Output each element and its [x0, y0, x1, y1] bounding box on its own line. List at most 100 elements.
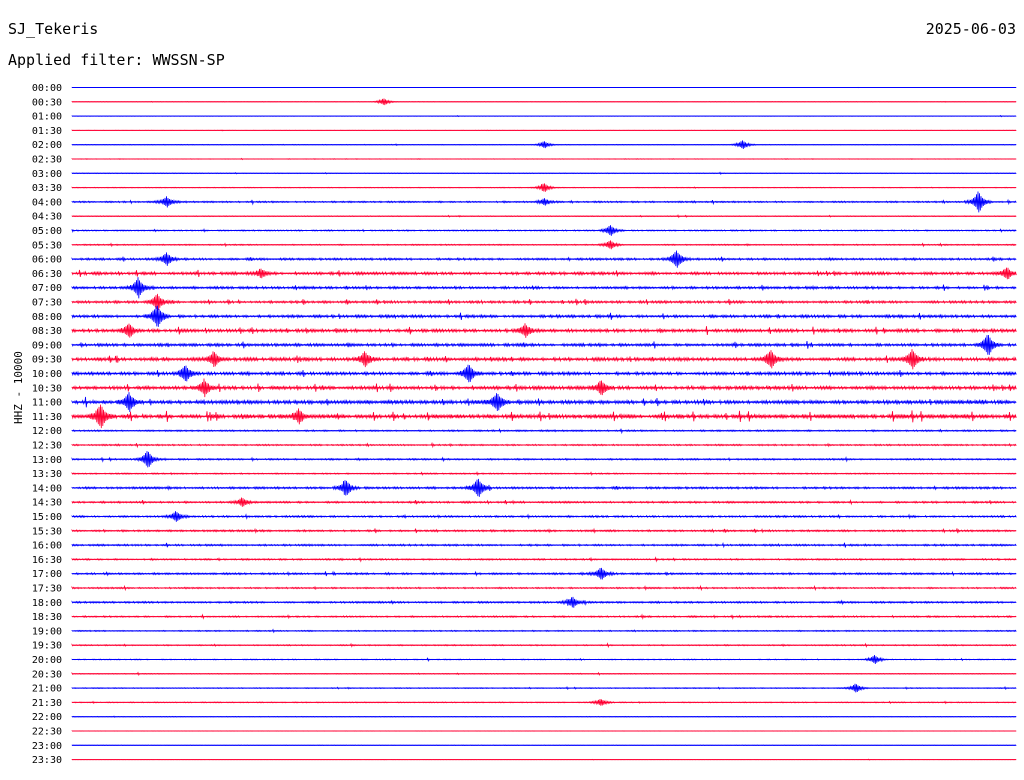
trace-row-2330: 23:30 [32, 755, 1017, 766]
row-time-label: 17:00 [32, 569, 62, 580]
row-time-label: 16:30 [32, 555, 62, 566]
trace-row-2000: 20:00 [32, 654, 1017, 666]
trace-row-1100: 11:00 [32, 392, 1017, 413]
row-time-label: 08:30 [32, 326, 62, 337]
trace-row-0530: 05:30 [32, 240, 1017, 251]
row-time-label: 05:30 [32, 240, 62, 251]
trace-row-0430: 04:30 [32, 212, 1017, 223]
seismic-trace [71, 323, 1017, 338]
row-time-label: 04:00 [32, 197, 62, 208]
trace-row-1400: 14:00 [32, 478, 1017, 497]
trace-row-2300: 23:00 [32, 741, 1017, 752]
seismic-trace [71, 378, 1017, 398]
trace-row-0330: 03:30 [32, 183, 1017, 194]
row-time-label: 19:30 [32, 641, 62, 652]
row-time-label: 15:00 [32, 512, 62, 523]
row-time-label: 02:30 [32, 155, 62, 166]
trace-row-2030: 20:30 [32, 669, 1017, 680]
row-time-label: 14:00 [32, 483, 62, 494]
trace-row-0130: 01:30 [32, 126, 1017, 137]
row-time-label: 15:30 [32, 526, 62, 537]
trace-row-2100: 21:00 [32, 684, 1017, 695]
trace-row-0500: 05:00 [32, 225, 1017, 237]
row-time-label: 10:30 [32, 383, 62, 394]
trace-row-0400: 04:00 [32, 191, 1017, 213]
row-time-label: 11:30 [32, 412, 62, 423]
trace-row-0230: 02:30 [32, 155, 1017, 166]
seismic-trace [71, 392, 1017, 413]
row-time-label: 22:00 [32, 712, 62, 723]
row-time-label: 09:00 [32, 340, 62, 351]
row-time-label: 03:30 [32, 183, 62, 194]
row-time-label: 07:30 [32, 298, 62, 309]
plot-date: 2025-06-03 [925, 20, 1016, 38]
seismic-trace [71, 334, 1017, 355]
row-time-label: 22:30 [32, 727, 62, 738]
row-time-label: 12:30 [32, 441, 62, 452]
trace-row-0700: 07:00 [32, 277, 1017, 299]
trace-row-1730: 17:30 [32, 584, 1017, 595]
trace-row-1230: 12:30 [32, 441, 1017, 452]
row-time-label: 01:00 [32, 112, 62, 123]
trace-row-1500: 15:00 [32, 511, 1017, 523]
trace-row-0200: 02:00 [32, 140, 1017, 151]
trace-row-1130: 11:30 [32, 404, 1017, 429]
trace-row-0630: 06:30 [32, 267, 1017, 280]
trace-row-1630: 16:30 [32, 555, 1017, 566]
seismic-trace [71, 305, 1017, 327]
row-time-label: 01:30 [32, 126, 62, 137]
seismic-trace [71, 267, 1017, 280]
trace-row-0000: 00:00 [32, 83, 1017, 94]
row-time-label: 06:00 [32, 255, 62, 266]
trace-row-0830: 08:30 [32, 323, 1017, 338]
row-time-label: 05:00 [32, 226, 62, 237]
trace-row-1700: 17:00 [32, 567, 1017, 580]
trace-row-0100: 01:00 [32, 112, 1017, 123]
station-name: SJ_Tekeris [8, 20, 99, 38]
row-time-label: 23:00 [32, 741, 62, 752]
row-time-label: 06:30 [32, 269, 62, 280]
trace-row-1530: 15:30 [32, 526, 1017, 537]
trace-row-1930: 19:30 [32, 641, 1017, 652]
trace-row-0600: 06:00 [32, 250, 1017, 268]
trace-row-1200: 12:00 [32, 426, 1017, 437]
trace-row-0900: 09:00 [32, 334, 1017, 355]
trace-row-0930: 09:30 [32, 349, 1017, 370]
row-time-label: 00:00 [32, 83, 62, 94]
trace-row-1800: 18:00 [32, 596, 1017, 609]
row-time-label: 10:00 [32, 369, 62, 380]
trace-row-0300: 03:00 [32, 169, 1017, 180]
trace-row-1000: 10:00 [32, 364, 1017, 383]
seismic-trace [71, 349, 1017, 370]
filter-label: Applied filter: WWSSN-SP [8, 51, 225, 69]
trace-row-1830: 18:30 [32, 612, 1017, 623]
row-time-label: 08:00 [32, 312, 62, 323]
row-time-label: 20:00 [32, 655, 62, 666]
row-time-label: 17:30 [32, 584, 62, 595]
trace-row-1900: 19:00 [32, 626, 1017, 637]
trace-row-0800: 08:00 [32, 305, 1017, 327]
trace-rows: 00:00 00:30 01:00 01:30 02:00 02:30 03:00 03:30… [32, 83, 1017, 766]
row-time-label: 14:30 [32, 498, 62, 509]
trace-row-1300: 13:00 [32, 451, 1017, 468]
row-time-label: 23:30 [32, 755, 62, 766]
trace-row-0030: 00:30 [32, 97, 1017, 108]
row-time-label: 12:00 [32, 426, 62, 437]
row-time-label: 03:00 [32, 169, 62, 180]
trace-row-0730: 07:30 [32, 293, 1017, 311]
row-time-label: 00:30 [32, 97, 62, 108]
trace-row-1430: 14:30 [32, 497, 1017, 509]
row-time-label: 13:00 [32, 455, 62, 466]
trace-row-1030: 10:30 [32, 378, 1017, 398]
trace-row-2130: 21:30 [32, 698, 1017, 709]
trace-row-1330: 13:30 [32, 469, 1017, 480]
row-time-label: 19:00 [32, 626, 62, 637]
trace-row-2200: 22:00 [32, 712, 1017, 723]
row-time-label: 21:00 [32, 684, 62, 695]
row-time-label: 11:00 [32, 398, 62, 409]
row-time-label: 09:30 [32, 355, 62, 366]
row-time-label: 18:30 [32, 612, 62, 623]
row-time-label: 20:30 [32, 669, 62, 680]
row-time-label: 21:30 [32, 698, 62, 709]
